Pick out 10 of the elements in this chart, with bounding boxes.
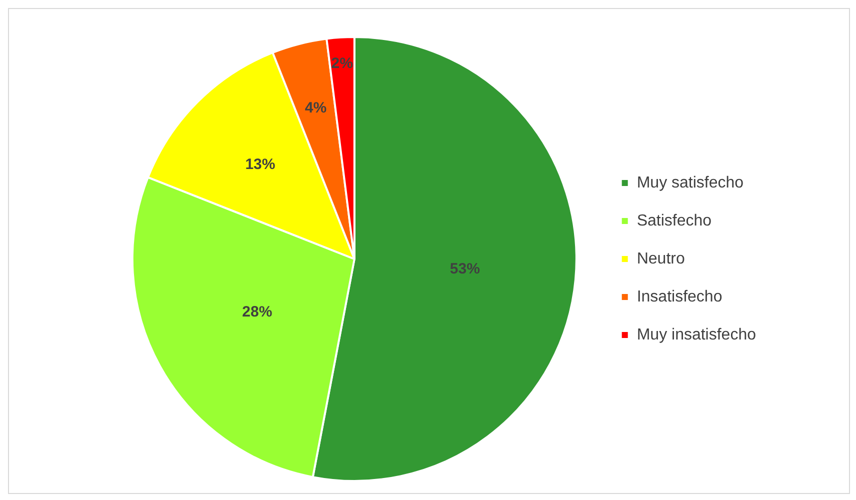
data-label: 28%: [242, 304, 272, 321]
data-label: 4%: [304, 100, 327, 117]
legend-label: Muy satisfecho: [636, 174, 744, 192]
legend-label: Satisfecho: [636, 212, 712, 230]
legend-label: Neutro: [636, 250, 685, 268]
data-label: 13%: [245, 156, 276, 173]
data-label: 53%: [450, 260, 480, 278]
data-label: 2%: [331, 55, 353, 72]
legend-label: Insatisfecho: [636, 288, 722, 306]
legend-label: Muy insatisfecho: [636, 326, 756, 344]
